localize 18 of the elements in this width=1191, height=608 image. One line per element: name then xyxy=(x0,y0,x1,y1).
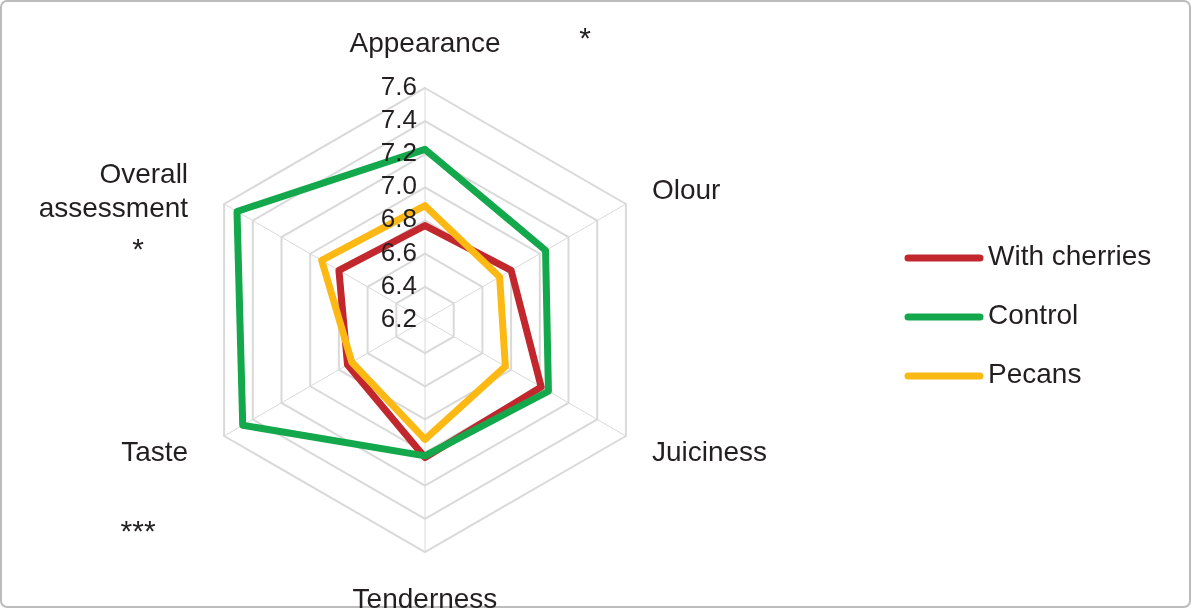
spoke-label: Taste xyxy=(121,436,189,467)
legend-label: Pecans xyxy=(988,358,1082,390)
y-tick-label: 6.2 xyxy=(380,302,417,333)
y-tick-label: 7.0 xyxy=(380,170,417,201)
spoke-label: Olour xyxy=(651,174,721,205)
y-tick-label: 7.4 xyxy=(380,104,417,135)
legend-label: With cherries xyxy=(988,240,1152,272)
text: * xyxy=(579,21,591,54)
y-tick-label: 6.4 xyxy=(380,269,417,300)
spoke-label: Juiciness xyxy=(651,436,768,467)
spoke-label: Overall assessment xyxy=(38,158,189,223)
y-tick-label: 6.6 xyxy=(380,236,417,267)
text: *** xyxy=(120,514,156,547)
y-tick-label: 7.6 xyxy=(380,70,417,101)
spoke-label: Tenderness xyxy=(352,583,498,608)
text: * xyxy=(132,232,144,265)
spoke-label: Appearance xyxy=(349,27,501,58)
legend-label: Control xyxy=(988,299,1079,331)
